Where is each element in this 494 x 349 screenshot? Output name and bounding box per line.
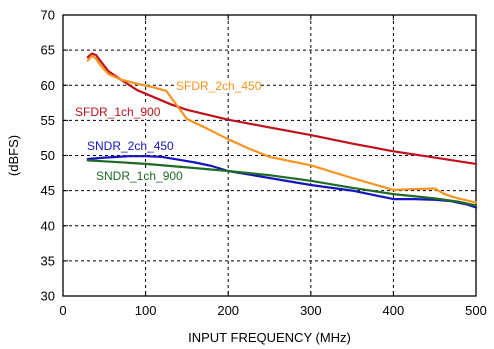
series-label-sndr-1ch-900: SNDR_1ch_900 (96, 169, 183, 183)
series-label-sndr-2ch-450: SNDR_2ch_450 (87, 139, 174, 153)
x-tick-label: 500 (465, 303, 487, 318)
series-label-bg (73, 105, 159, 119)
y-tick-label: 35 (41, 253, 55, 268)
y-tick-label: 30 (41, 289, 55, 304)
series-line-sndr-2ch-450 (86, 155, 478, 209)
y-axis-label: (dBFS) (6, 135, 21, 176)
y-tick-label: 55 (41, 113, 55, 128)
y-tick-label: 50 (41, 148, 55, 163)
x-axis-label: INPUT FREQUENCY (MHz) (188, 330, 351, 345)
series-label-sfdr-1ch-900: SFDR_1ch_900 (75, 105, 161, 119)
y-tick-label: 70 (41, 8, 55, 23)
y-tick-label: 65 (41, 43, 55, 58)
series-line-sndr-1ch-900 (86, 159, 478, 207)
series-label-bg (94, 169, 180, 183)
series-label-sfdr-2ch-450: SFDR_2ch_450 (176, 79, 262, 93)
x-tick-label: 0 (59, 303, 66, 318)
x-tick-label: 200 (217, 303, 239, 318)
series-line-sfdr-2ch-450 (86, 54, 478, 204)
series-line-sfdr-1ch-900 (86, 52, 478, 165)
y-tick-label: 40 (41, 218, 55, 233)
y-tick-label: 60 (41, 78, 55, 93)
x-tick-label: 100 (135, 303, 157, 318)
x-tick-label: 300 (300, 303, 322, 318)
series-label-bg (174, 79, 260, 93)
y-tick-label: 45 (41, 183, 55, 198)
series-label-bg (85, 139, 171, 153)
x-tick-label: 400 (383, 303, 405, 318)
